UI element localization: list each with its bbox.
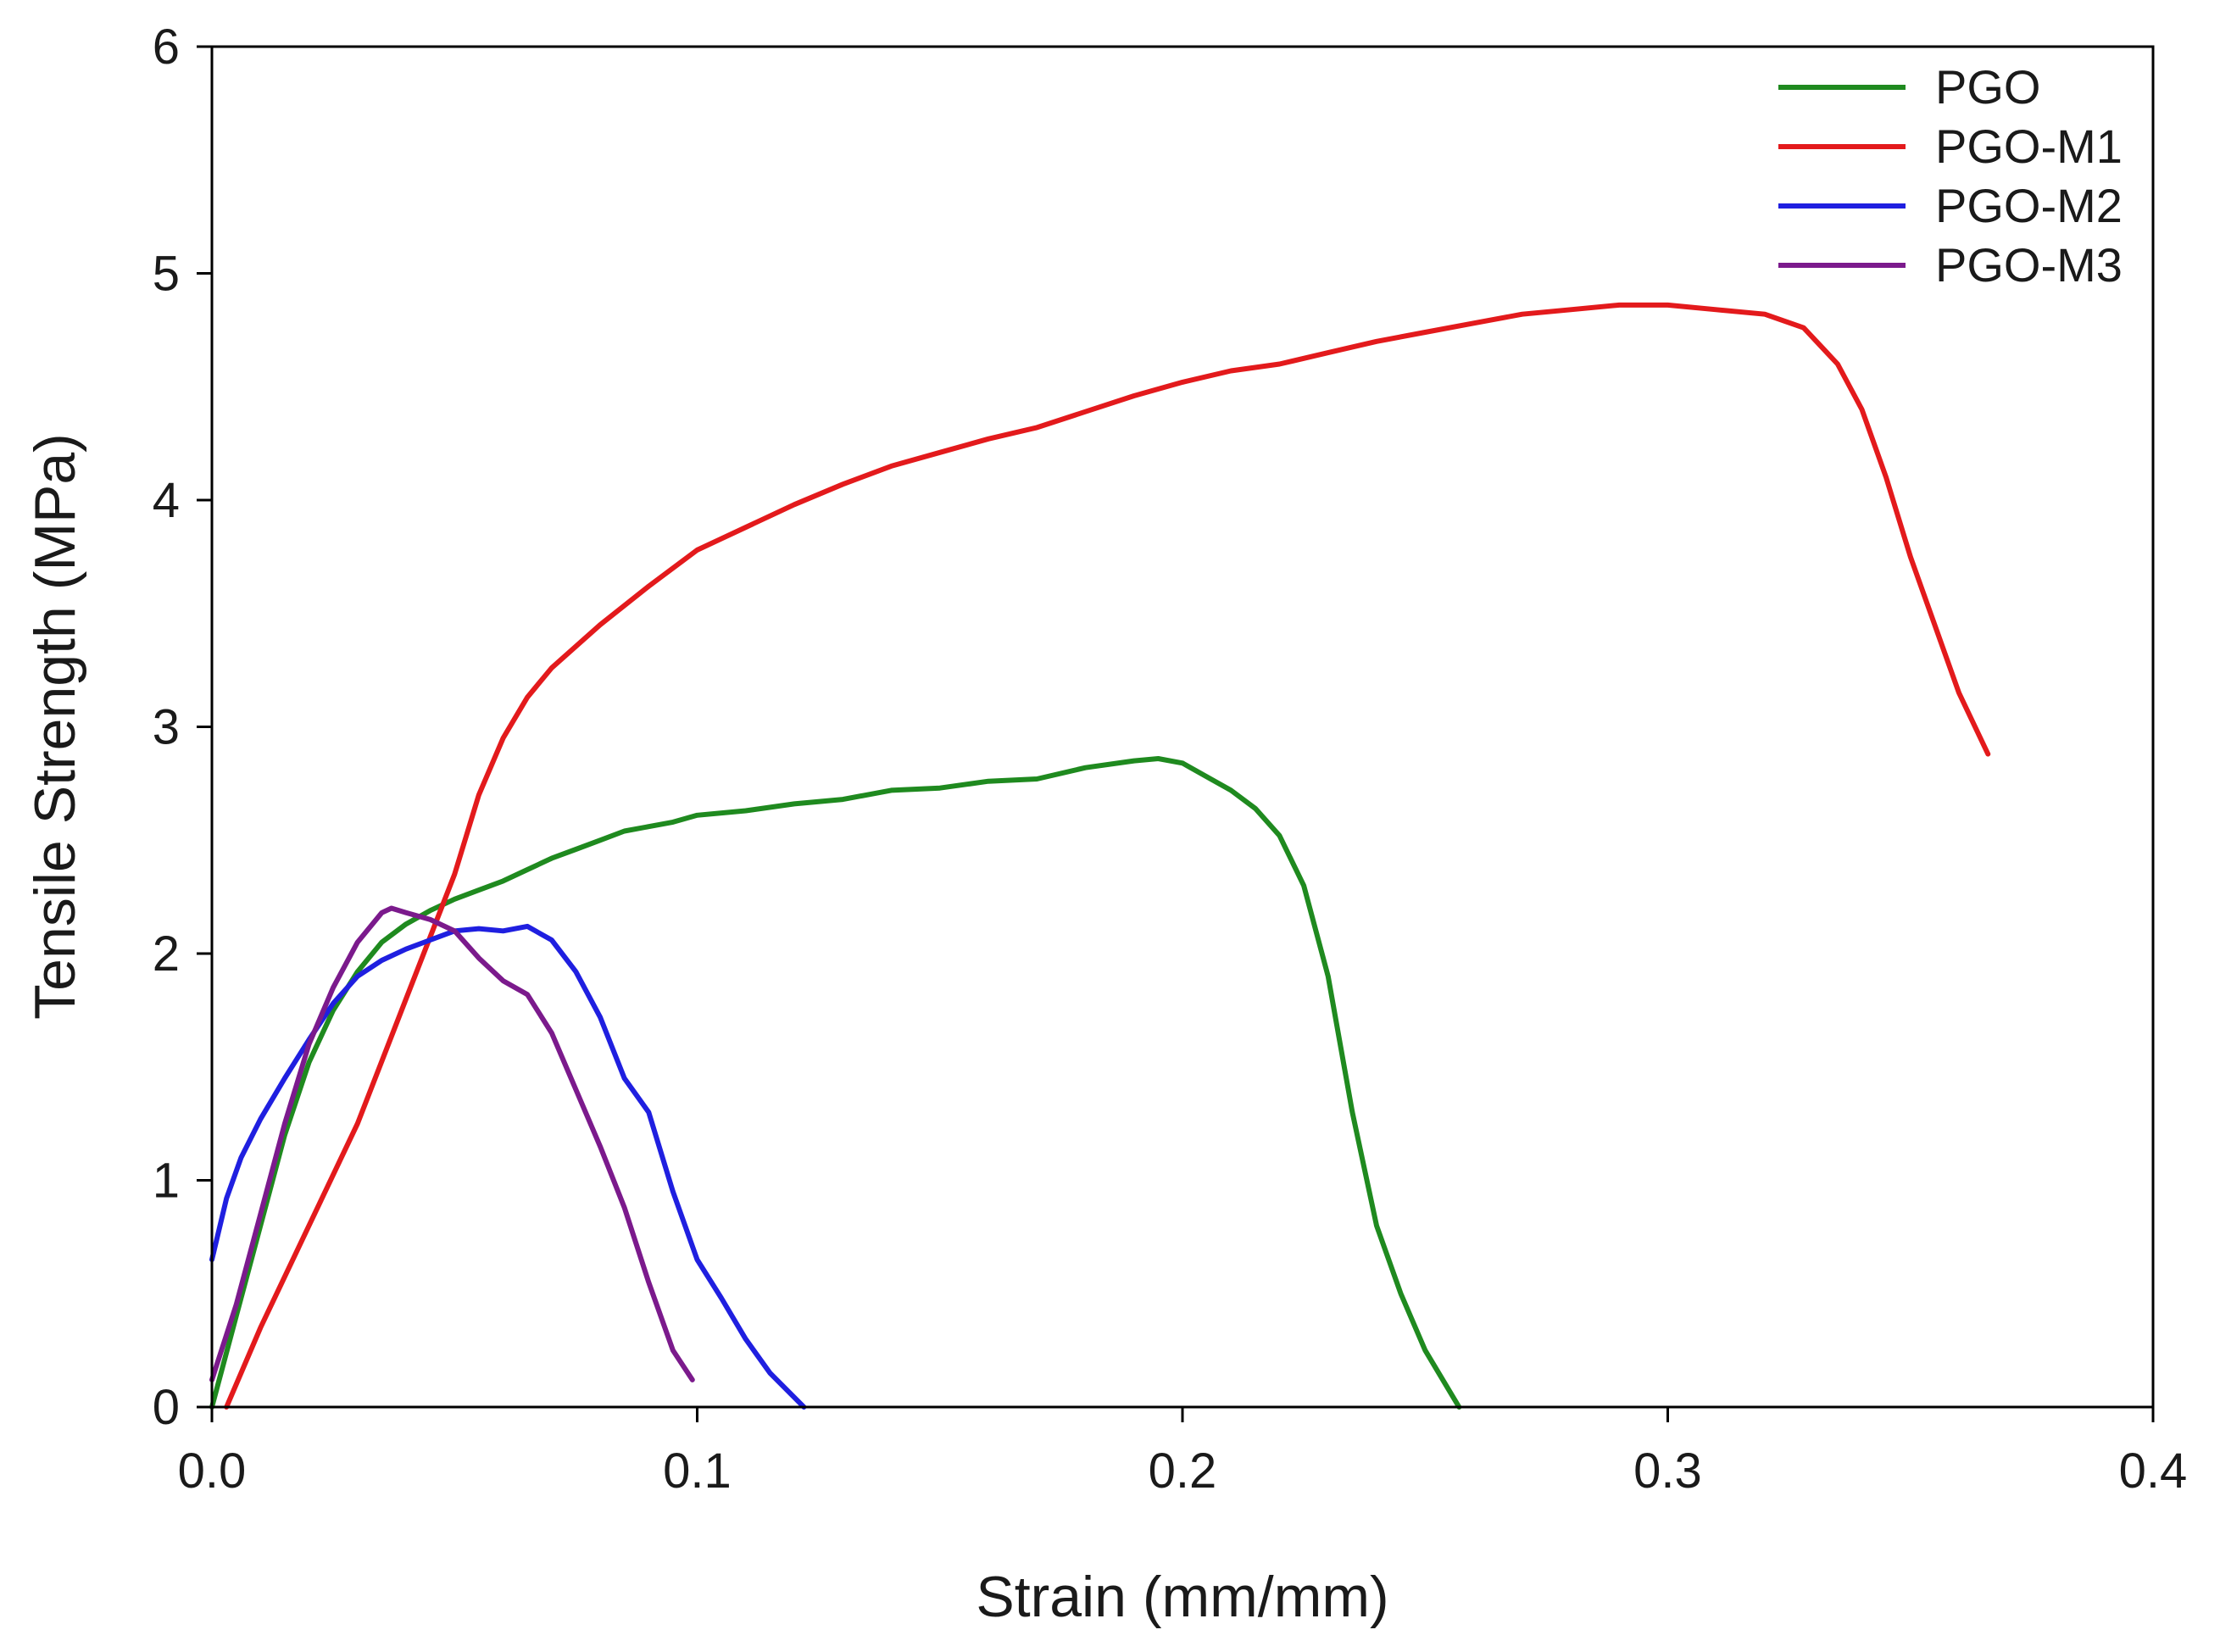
x-tick-label: 0.0 bbox=[178, 1443, 247, 1499]
y-tick-label: 6 bbox=[153, 19, 180, 75]
x-tick-label: 0.3 bbox=[1633, 1443, 1702, 1499]
y-tick-label: 5 bbox=[153, 247, 180, 302]
legend-label-pgo-m2: PGO-M2 bbox=[1935, 179, 2123, 232]
y-axis-label: Tensile Strength (MPa) bbox=[23, 433, 87, 1020]
ticks-layer: 0.0 0.1 0.2 0.3 0.4 0 1 2 3 4 5 6 bbox=[153, 19, 2188, 1499]
y-tick-label: 4 bbox=[153, 473, 180, 528]
x-axis-label: Strain (mm/mm) bbox=[976, 1565, 1388, 1629]
legend: PGO PGO-M1 PGO-M2 PGO-M3 bbox=[1778, 60, 2123, 292]
y-tick-label: 3 bbox=[153, 700, 180, 755]
legend-label-pgo: PGO bbox=[1935, 60, 2040, 114]
series-line-pgo-m2 bbox=[209, 923, 807, 1410]
x-tick-label: 0.4 bbox=[2119, 1443, 2188, 1499]
series-layer bbox=[209, 302, 1991, 1410]
legend-label-pgo-m1: PGO-M1 bbox=[1935, 120, 2123, 173]
series-line-pgo-m1 bbox=[224, 302, 1991, 1410]
x-tick-label: 0.1 bbox=[663, 1443, 732, 1499]
series-line-pgo-m3 bbox=[209, 905, 695, 1382]
legend-label-pgo-m3: PGO-M3 bbox=[1935, 238, 2123, 292]
series-line-pgo bbox=[209, 756, 1462, 1410]
plot-frame bbox=[210, 45, 2155, 1409]
y-tick-label: 0 bbox=[153, 1380, 180, 1435]
y-tick-label: 1 bbox=[153, 1154, 180, 1209]
y-tick-label: 2 bbox=[153, 926, 180, 982]
x-tick-label: 0.2 bbox=[1149, 1443, 1217, 1499]
